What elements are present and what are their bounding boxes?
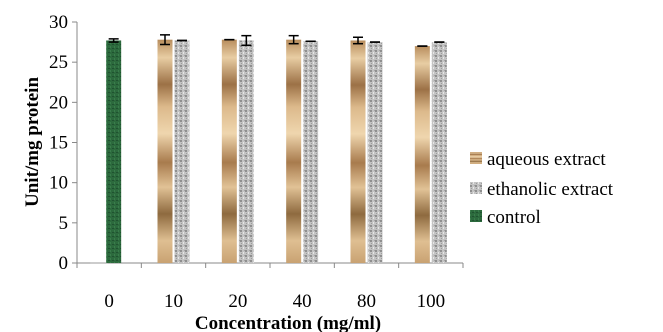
bar-aqueous	[350, 40, 366, 263]
bar-ethanolic	[174, 40, 190, 263]
bar-ethanolic	[303, 41, 319, 263]
x-axis-title: Concentration (mg/ml)	[195, 313, 381, 332]
y-tick-label: 10	[49, 173, 68, 194]
legend-item-control: control	[470, 207, 541, 228]
bar-ethanolic	[367, 42, 383, 264]
legend-item-aqueous: aqueous extract	[470, 149, 606, 170]
bars-group	[90, 34, 447, 264]
bar-aqueous	[286, 39, 302, 263]
y-tick-label: 5	[59, 213, 69, 234]
bar-control	[106, 40, 122, 263]
bar-ethanolic	[238, 40, 254, 263]
legend-swatch-aqueous	[470, 152, 482, 164]
bar-aqueous	[221, 39, 237, 263]
x-tick-label: 40	[293, 291, 312, 312]
x-tick-label: 0	[104, 291, 114, 312]
legend: aqueous extract ethanolic extract contro…	[470, 149, 614, 228]
x-tick-label: 80	[357, 291, 376, 312]
x-tick-label: 20	[228, 291, 247, 312]
y-tick-label: 25	[49, 52, 68, 73]
legend-label-control: control	[487, 207, 541, 228]
legend-label-aqueous: aqueous extract	[487, 149, 606, 170]
y-axis: 0 5 10 15 20 25 30	[49, 12, 78, 274]
y-tick-label: 20	[49, 92, 68, 113]
y-tick-label: 0	[59, 253, 69, 274]
x-tick-label: 100	[417, 291, 446, 312]
y-tick-label: 30	[49, 12, 68, 33]
x-axis: 0 10 20 40 80 100	[76, 262, 464, 312]
legend-swatch-ethanolic	[470, 182, 482, 194]
bar-aqueous	[157, 39, 173, 263]
bar-aqueous	[414, 46, 430, 263]
legend-swatch-control	[470, 210, 482, 222]
legend-label-ethanolic: ethanolic extract	[487, 179, 614, 200]
x-tick-label: 10	[164, 291, 183, 312]
legend-item-ethanolic: ethanolic extract	[470, 179, 614, 200]
bar-ethanolic	[431, 42, 447, 264]
y-tick-label: 15	[49, 133, 68, 154]
y-axis-title: Unit/mg protein	[22, 77, 43, 207]
